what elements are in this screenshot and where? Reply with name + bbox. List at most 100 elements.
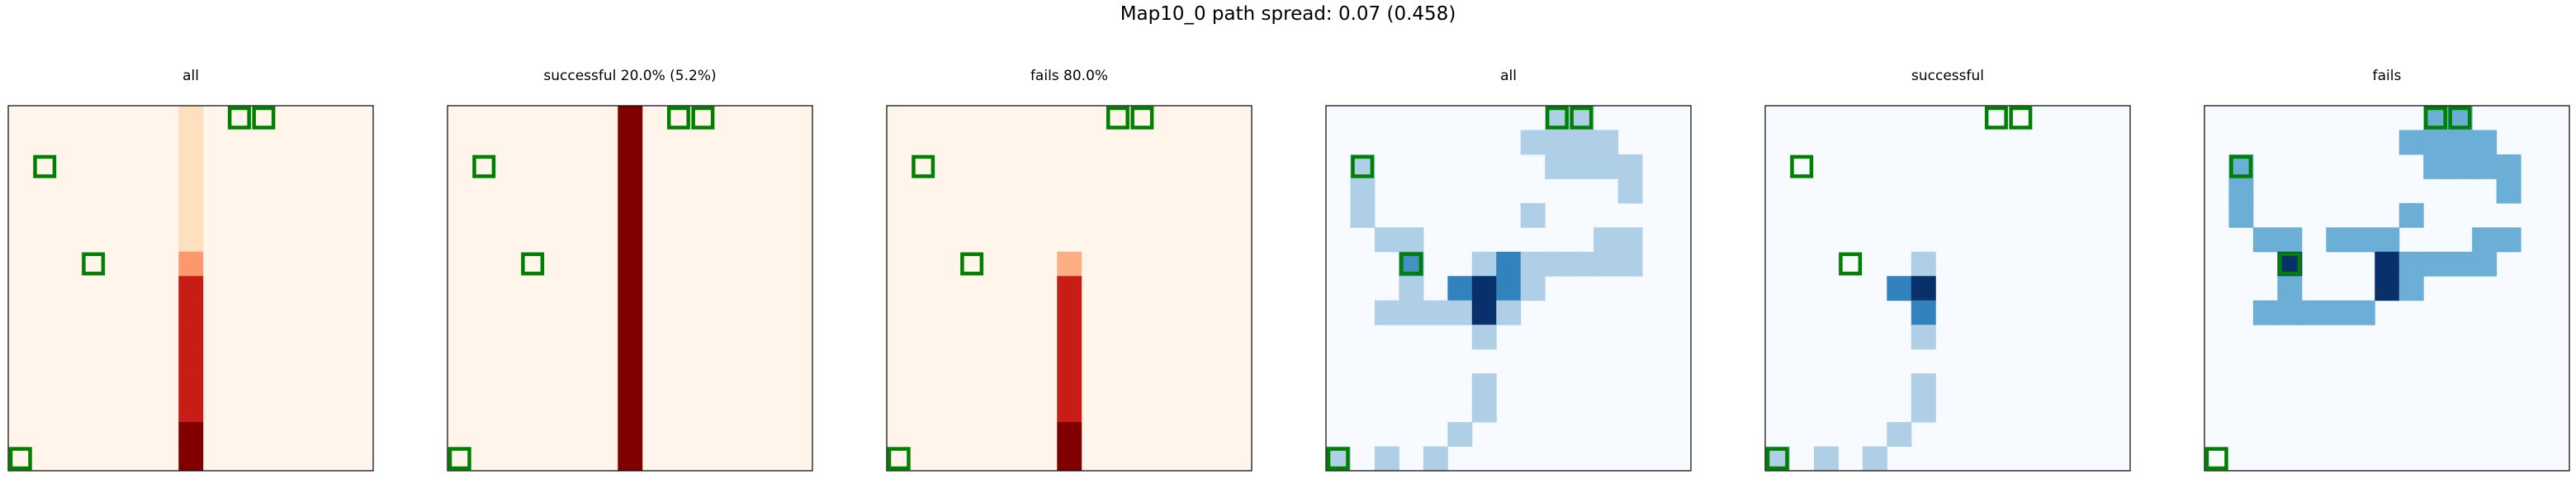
- marker-square: [1326, 447, 1350, 471]
- marker-square: [472, 154, 496, 178]
- heatmap-panel: successful 20.0% (5.2%): [447, 68, 813, 472]
- panel-title: fails 80.0%: [1030, 68, 1108, 84]
- heatmap-cell: [1520, 276, 1546, 301]
- heatmap-cell: [1057, 373, 1082, 399]
- heatmap-cell: [1471, 325, 1497, 350]
- heatmap-cell: [1545, 154, 1570, 179]
- heatmap-cell: [2228, 202, 2254, 228]
- heatmap-cell: [618, 397, 643, 423]
- panel-title: all: [182, 68, 199, 84]
- heatmap-cell: [178, 276, 204, 301]
- heatmap-cell: [1423, 446, 1448, 472]
- heatmap-cell: [1862, 446, 1887, 472]
- heatmap-panel: successful: [1764, 68, 2131, 472]
- marker-square: [1984, 106, 2008, 130]
- marker-square: [691, 106, 715, 130]
- marker-square: [521, 252, 545, 276]
- marker-square: [2009, 106, 2033, 130]
- heatmap-cell: [2398, 202, 2424, 228]
- heatmap-cell: [1057, 276, 1082, 301]
- heatmap-cell: [1911, 276, 1936, 301]
- heatmap-cell: [1447, 422, 1473, 448]
- marker-square: [1399, 252, 1423, 276]
- marker-square: [1106, 106, 1129, 130]
- heatmap-cell: [2423, 251, 2449, 277]
- heatmap-cell: [1593, 154, 1619, 179]
- heatmap-cell: [618, 154, 643, 179]
- heatmap-cell: [618, 446, 643, 472]
- heatmap-cell: [1813, 446, 1839, 472]
- heatmap-cell: [618, 106, 643, 130]
- panel-title: fails: [2373, 68, 2402, 84]
- heatmap-cell: [2447, 154, 2473, 179]
- heatmap-cell: [1057, 422, 1082, 448]
- heatmap-cell: [2472, 251, 2498, 277]
- heatmap-panel: all: [7, 68, 374, 472]
- heatmap-cell: [1399, 300, 1424, 325]
- heatmap-cell: [2423, 154, 2449, 179]
- heatmap-cell: [2326, 300, 2351, 325]
- heatmap-cell: [2277, 300, 2303, 325]
- heatmap-cell: [1911, 397, 1936, 423]
- heatmap-cell: [1593, 227, 1619, 253]
- heatmap-cell: [618, 178, 643, 204]
- heatmap-cell: [2496, 154, 2522, 179]
- marker-square: [447, 447, 471, 471]
- heatmap-cell: [1496, 300, 1522, 325]
- heatmap-cell: [1471, 397, 1497, 423]
- heatmap-cell: [178, 178, 204, 204]
- heatmap-cell: [1423, 300, 1448, 325]
- heatmap-cell: [2472, 130, 2498, 155]
- heatmap-cell: [2326, 227, 2351, 253]
- marker-square: [2278, 252, 2302, 276]
- heatmap-cell: [618, 130, 643, 155]
- heatmap-cell: [1545, 251, 1570, 277]
- heatmap-cell: [1057, 397, 1082, 423]
- heatmap-cell: [1057, 325, 1082, 350]
- heatmap-cell: [1887, 276, 1912, 301]
- marker-square: [1570, 106, 1593, 130]
- heatmap-cell: [2375, 251, 2400, 277]
- heatmap-cell: [1520, 202, 1546, 228]
- heatmap-cell: [1057, 300, 1082, 325]
- marker-square: [1765, 447, 1789, 471]
- marker-square: [1545, 106, 1569, 130]
- heatmap-cell: [2252, 227, 2278, 253]
- heatmap-cell: [1593, 130, 1619, 155]
- heatmap-cell: [1617, 178, 1643, 204]
- heatmap-cell: [1496, 251, 1522, 277]
- heatmap-cell: [178, 397, 204, 423]
- heatmap-cell: [2398, 276, 2424, 301]
- heatmap-cell: [1911, 300, 1936, 325]
- heatmap-cell: [2398, 251, 2424, 277]
- heatmap-cell: [1447, 300, 1473, 325]
- heatmap-cell: [1911, 251, 1936, 277]
- marker-square: [887, 447, 911, 471]
- heatmap-cell: [2423, 130, 2449, 155]
- heatmap-cell: [2350, 227, 2375, 253]
- heatmap-cell: [618, 373, 643, 399]
- heatmap-cell: [2228, 178, 2254, 204]
- heatmap-cell: [1887, 422, 1912, 448]
- heatmap-cell: [1350, 178, 1376, 204]
- heatmap-cell: [178, 106, 204, 130]
- heatmap-cell: [178, 373, 204, 399]
- heatmap-cell: [1911, 373, 1936, 399]
- heatmap-cell: [1617, 154, 1643, 179]
- heatmap-panel: all: [1325, 68, 1692, 472]
- panel-frame: [447, 105, 813, 472]
- heatmap-cell: [1520, 130, 1546, 155]
- heatmap-cell: [1471, 276, 1497, 301]
- heatmap-cell: [178, 202, 204, 228]
- heatmap-cell: [1471, 300, 1497, 325]
- heatmap-cell: [2252, 300, 2278, 325]
- panel-title: successful: [1911, 68, 1984, 84]
- marker-square: [82, 252, 106, 276]
- heatmap-cell: [178, 227, 204, 253]
- heatmap-cell: [1911, 325, 1936, 350]
- heatmap-cell: [1496, 276, 1522, 301]
- heatmap-cell: [2277, 227, 2303, 253]
- heatmap-cell: [2277, 276, 2303, 301]
- heatmap-cell: [178, 422, 204, 448]
- marker-square: [912, 154, 935, 178]
